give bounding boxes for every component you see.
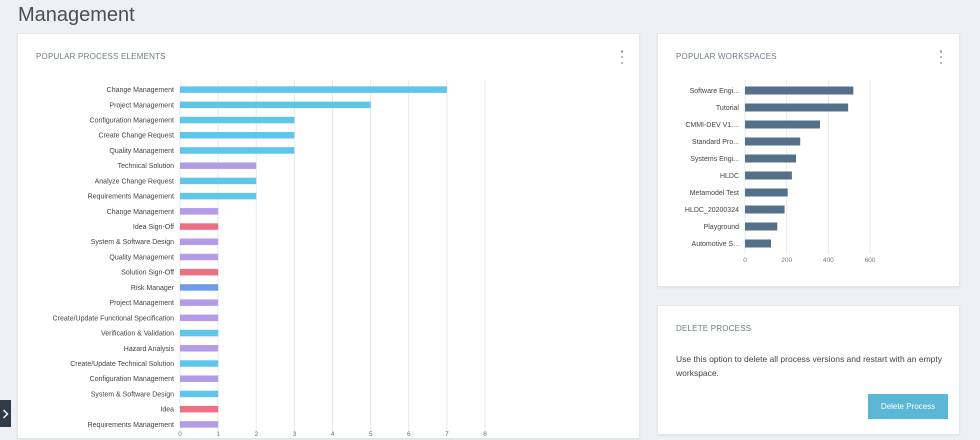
category-label: Change Management: [107, 209, 174, 216]
bar[interactable]: [745, 171, 792, 180]
category-label: Create Change Request: [99, 133, 175, 140]
bar[interactable]: [745, 188, 788, 197]
x-tick-label: 3: [293, 431, 297, 438]
x-tick-label: 4: [331, 431, 335, 438]
bar[interactable]: [180, 421, 219, 428]
bar[interactable]: [745, 154, 797, 163]
category-label: Project Management: [109, 102, 174, 109]
bar[interactable]: [745, 103, 849, 112]
elements-menu-icon[interactable]: [620, 50, 624, 64]
category-label: System & Software Design: [91, 239, 174, 246]
x-tick-label: 600: [865, 257, 876, 264]
sidebar-toggle[interactable]: [0, 400, 11, 427]
x-tick-label: 0: [743, 257, 747, 264]
category-label: Technical Solution: [118, 163, 175, 170]
category-label: Change Management: [107, 87, 174, 94]
bar[interactable]: [745, 205, 785, 214]
bar[interactable]: [180, 390, 219, 398]
delete-process-button[interactable]: Delete Process: [868, 394, 948, 419]
category-label: Verification & Validation: [101, 331, 174, 338]
category-label: Metamodel Test: [690, 190, 739, 197]
bar[interactable]: [180, 405, 219, 413]
bar[interactable]: [180, 314, 219, 322]
workspaces-chart: 0 200 400 600 Software Engi... Tutorial CMMI-D…: [685, 80, 876, 264]
category-label: Requirements Management: [88, 194, 174, 201]
x-tick-label: 7: [445, 431, 449, 438]
process-elements-chart: 0 1 2 3 4 5 6 7 8 Change Management Project Manage…: [53, 80, 487, 438]
bar[interactable]: [180, 284, 219, 291]
bar[interactable]: [180, 86, 447, 93]
category-label: Requirements Management: [88, 422, 174, 429]
x-tick-label: 400: [823, 257, 834, 264]
bar[interactable]: [180, 375, 219, 382]
x-tick-label: 2: [254, 431, 258, 438]
category-label: Configuration Management: [90, 376, 174, 383]
popular-workspaces-title: POPULAR WORKSPACES: [676, 52, 777, 61]
category-label: CMMI-DEV V1....: [685, 122, 739, 129]
bar[interactable]: [745, 222, 778, 231]
category-label: Hazard Analysis: [124, 346, 175, 353]
category-label: Idea Sign-Off: [133, 224, 174, 231]
bar[interactable]: [180, 238, 219, 246]
category-label: Create/Update Technical Solution: [70, 361, 174, 368]
bar[interactable]: [745, 239, 772, 248]
x-tick-label: 5: [369, 431, 373, 438]
x-tick-label: 0: [178, 431, 182, 438]
category-label: Create/Update Functional Specification: [53, 315, 175, 322]
category-label: Quality Management: [109, 254, 174, 261]
bar[interactable]: [180, 162, 257, 169]
bar[interactable]: [745, 120, 820, 129]
bar[interactable]: [180, 223, 219, 230]
popular-process-elements-title: POPULAR PROCESS ELEMENTS: [36, 52, 166, 61]
bar[interactable]: [180, 253, 219, 261]
bar[interactable]: [180, 177, 257, 185]
category-label: Software Engi...: [690, 88, 739, 95]
category-label: Solution Sign-Off: [121, 270, 174, 277]
category-label: Idea: [160, 407, 174, 414]
category-label: Configuration Management: [90, 117, 174, 124]
category-label: System & Software Design: [91, 391, 174, 398]
bar[interactable]: [180, 116, 295, 124]
category-label: Automotive S...: [692, 241, 740, 248]
x-tick-label: 200: [781, 257, 792, 264]
delete-process-description: Use this option to delete all process ve…: [676, 354, 942, 378]
bar[interactable]: [180, 101, 371, 109]
workspaces-menu-icon[interactable]: [939, 50, 943, 64]
bar[interactable]: [745, 137, 801, 146]
delete-process-card: DELETE PROCESS Use this option to delete…: [657, 305, 960, 435]
bar[interactable]: [180, 345, 219, 352]
page-title: Management: [18, 4, 135, 26]
category-label: Quality Management: [109, 148, 174, 155]
category-label: Analyze Change Request: [95, 178, 174, 185]
x-tick-label: 8: [483, 431, 487, 438]
bar[interactable]: [180, 268, 219, 276]
category-label: HLDC: [720, 173, 739, 180]
category-label: Project Management: [109, 300, 174, 307]
delete-process-title: DELETE PROCESS: [676, 324, 752, 333]
category-label: Standard Pro...: [692, 139, 739, 146]
x-tick-label: 1: [216, 431, 220, 438]
popular-process-elements-card: POPULAR PROCESS ELEMENTS 0 1 2 3 4 5 6 7 8 Change…: [17, 33, 640, 439]
category-label: Playground: [704, 224, 740, 231]
bar[interactable]: [180, 132, 295, 139]
bar[interactable]: [180, 147, 295, 154]
bar[interactable]: [180, 208, 219, 215]
category-label: Systems Engi...: [690, 156, 739, 163]
popular-workspaces-card: POPULAR WORKSPACES 0 200 400 600 Software En…: [657, 33, 960, 287]
bar[interactable]: [180, 360, 219, 367]
category-label: HLDC_20200324: [685, 207, 739, 214]
x-tick-label: 6: [407, 431, 411, 438]
bar[interactable]: [180, 192, 257, 200]
category-label: Tutorial: [716, 105, 740, 112]
category-label: Risk Manager: [131, 285, 175, 292]
chevron-right-icon: [3, 409, 9, 418]
bar[interactable]: [745, 86, 854, 95]
bar[interactable]: [180, 329, 219, 337]
bar[interactable]: [180, 299, 219, 306]
